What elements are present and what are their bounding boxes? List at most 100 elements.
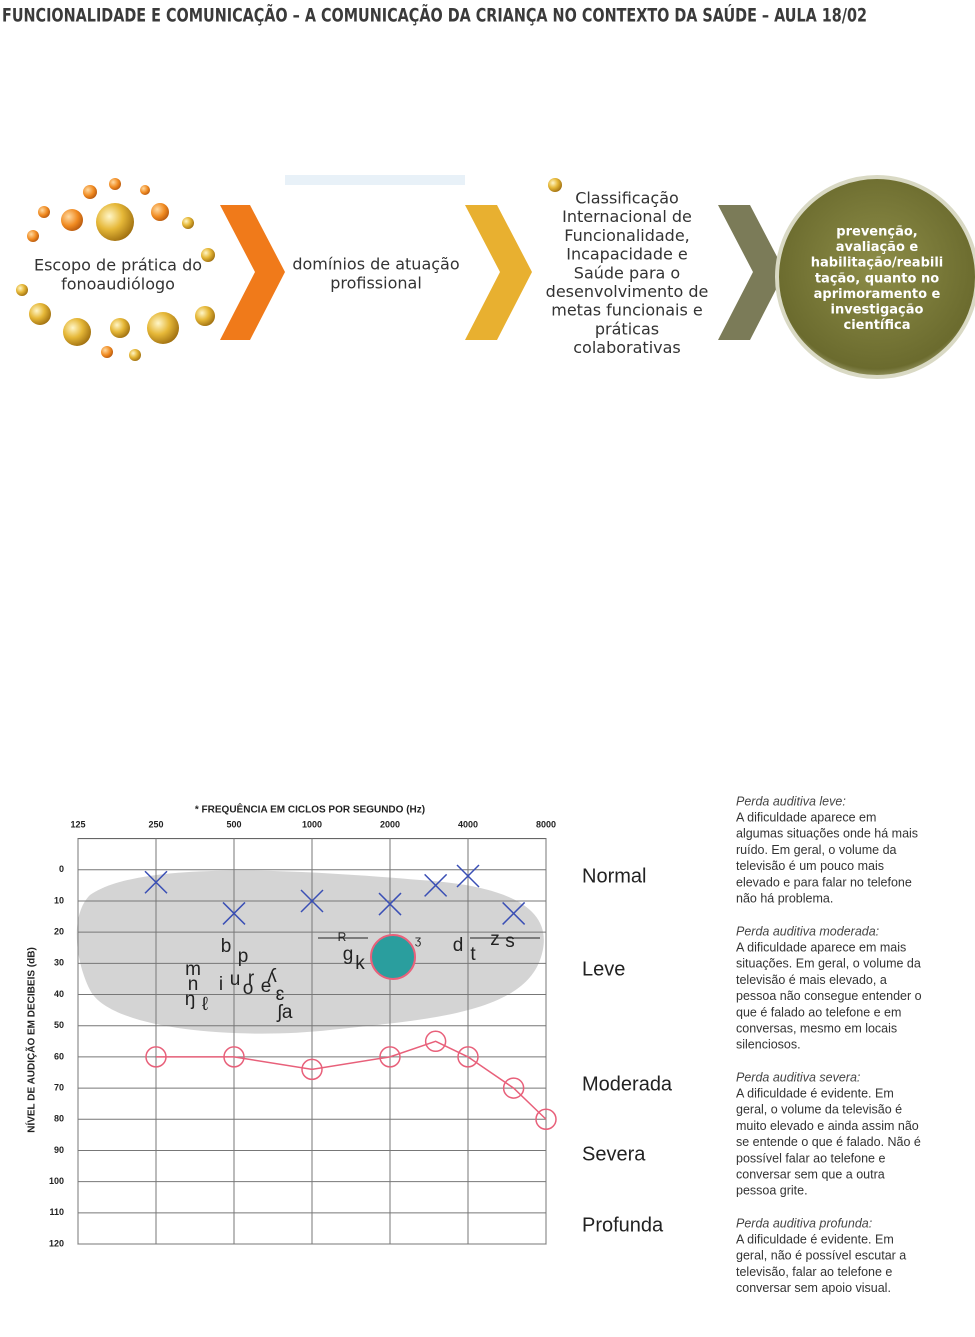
chevron-gold (465, 205, 532, 340)
description-heading: Perda auditiva severa: (736, 1070, 860, 1084)
description-line: ruído. Em geral, o volume da (736, 843, 897, 857)
description-line: geral, o volume da televisão é (736, 1103, 902, 1117)
description-line: algumas situações onde há mais (736, 827, 918, 841)
phoneme: ʒ (415, 933, 422, 947)
chart-title: * FREQUÊNCIA EM CICLOS POR SEGUNDO (Hz) (195, 803, 425, 816)
phoneme: n (188, 974, 199, 995)
x-tick-label: 2000 (380, 819, 400, 829)
flow-step-line: prevenção, (836, 225, 917, 240)
phoneme: t (470, 944, 476, 965)
hearing-level: Normal (582, 865, 646, 887)
x-tick-label: 500 (226, 819, 241, 829)
description-line: conversar sem que a outra (736, 1167, 885, 1181)
x-tick-label: 4000 (458, 819, 478, 829)
phoneme: p (238, 946, 249, 967)
header-title: FUNCIONALIDADE E COMUNICAÇÃO – A COMUNIC… (2, 3, 867, 27)
flow-step-line: Internacional de (562, 207, 692, 226)
point-o (301, 1058, 323, 1081)
hearing-level: Leve (582, 958, 625, 980)
y-tick-label: 30 (54, 958, 64, 968)
flow-step-line: investigação (831, 303, 924, 318)
flow-step-line: Classificação (575, 189, 679, 208)
y-tick-label: 60 (54, 1051, 64, 1061)
flow-step-line: domínios de atuação (292, 255, 459, 274)
dot-ring (16, 178, 215, 361)
description-line: A dificuldade aparece em mais (736, 940, 906, 954)
description-line: pessoa grite. (736, 1184, 808, 1198)
description-line: geral, não é possível escutar a (736, 1249, 906, 1263)
y-tick-label: 10 (54, 895, 64, 905)
flow-step-line: avaliação e (836, 240, 919, 255)
description-line: se entende o que é falado. Não é (736, 1135, 921, 1149)
phoneme: z (490, 929, 500, 950)
description-heading: Perda auditiva leve: (736, 794, 846, 808)
flow-step-line: desenvolvimento de (546, 282, 709, 301)
y-tick-label: 110 (49, 1207, 64, 1217)
flow-step-line: aprimoramento e (814, 287, 941, 302)
point-o (457, 1046, 479, 1068)
y-tick-label: 80 (54, 1114, 64, 1124)
phoneme: k (355, 953, 365, 974)
point-x (456, 864, 480, 888)
description-line: situações. Em geral, o volume da (736, 957, 921, 971)
clock-icon (370, 934, 416, 980)
phoneme: r (248, 968, 255, 989)
point-x (424, 873, 448, 897)
description-line: possível falar ao telefone e (736, 1151, 885, 1165)
dot (548, 178, 562, 192)
description-heading: Perda auditiva profunda: (736, 1216, 872, 1230)
description-line: não há problema. (736, 891, 833, 905)
hearing-level: Severa (582, 1143, 646, 1165)
series-line (156, 1040, 547, 1120)
flow-step-line: Funcionalidade, (564, 226, 690, 245)
phoneme: b (221, 936, 232, 957)
description-line: televisão, falar ao telefone e (736, 1265, 892, 1279)
y-tick-label: 40 (54, 989, 64, 999)
phoneme: ʎ (267, 966, 277, 987)
y-tick-label: 20 (54, 927, 64, 937)
flow-step-line: científica (843, 318, 910, 333)
description-line: pessoa não consegue entender o (736, 989, 922, 1003)
speech-banana (76, 870, 544, 1034)
phoneme: d (453, 935, 464, 956)
y-axis-label: NÍVEL DE AUDIÇÃO EM DECIBEIS (dB) (25, 947, 38, 1133)
flow-step-line: Escopo de prática do (34, 256, 202, 275)
flow-step-line: metas funcionais e (551, 301, 703, 320)
phoneme: ɛ (276, 984, 285, 1005)
point-x (502, 901, 526, 925)
phoneme: ʃa (276, 1002, 293, 1023)
description-line: televisão é um pouco mais (736, 859, 884, 873)
chevron-olive (718, 205, 785, 340)
phoneme: u (230, 969, 241, 990)
point-x (222, 901, 246, 925)
audiogram: 125 250 500 1000 2000 4000 8000 0 10 20 30 40 50 60 70… (25, 803, 557, 1248)
description-heading: Perda auditiva moderada: (736, 924, 879, 938)
flow-step-line: Incapacidade e (566, 245, 688, 264)
y-tick-label: 50 (54, 1020, 64, 1030)
flow-step-line: colaborativas (573, 338, 681, 357)
description-line: conversar sem apoio visual. (736, 1281, 891, 1295)
description-line: A dificuldade aparece em (736, 810, 876, 824)
x-tick-label: 8000 (536, 819, 556, 829)
description-line: A dificuldade é evidente. Em (736, 1232, 894, 1246)
phoneme: m (185, 959, 201, 980)
point-o (535, 1108, 557, 1131)
description-line: muito elevado e ainda assim não (736, 1119, 919, 1133)
description-line: silenciosos. (736, 1038, 801, 1052)
flow-step-line: práticas (595, 319, 659, 338)
sky-band (285, 175, 465, 185)
point-o (424, 1030, 447, 1053)
y-tick-label: 100 (49, 1176, 64, 1186)
chevron-orange (220, 205, 285, 340)
point-o (502, 1077, 525, 1099)
hearing-level: Moderada (582, 1073, 673, 1095)
phoneme: g (343, 944, 354, 965)
hearing-level: Profunda (582, 1214, 664, 1236)
point-x (144, 870, 168, 894)
flow-step-line: Saúde para o (574, 263, 680, 282)
circle-goal (775, 175, 975, 379)
x-tick-label: 250 (148, 819, 163, 829)
